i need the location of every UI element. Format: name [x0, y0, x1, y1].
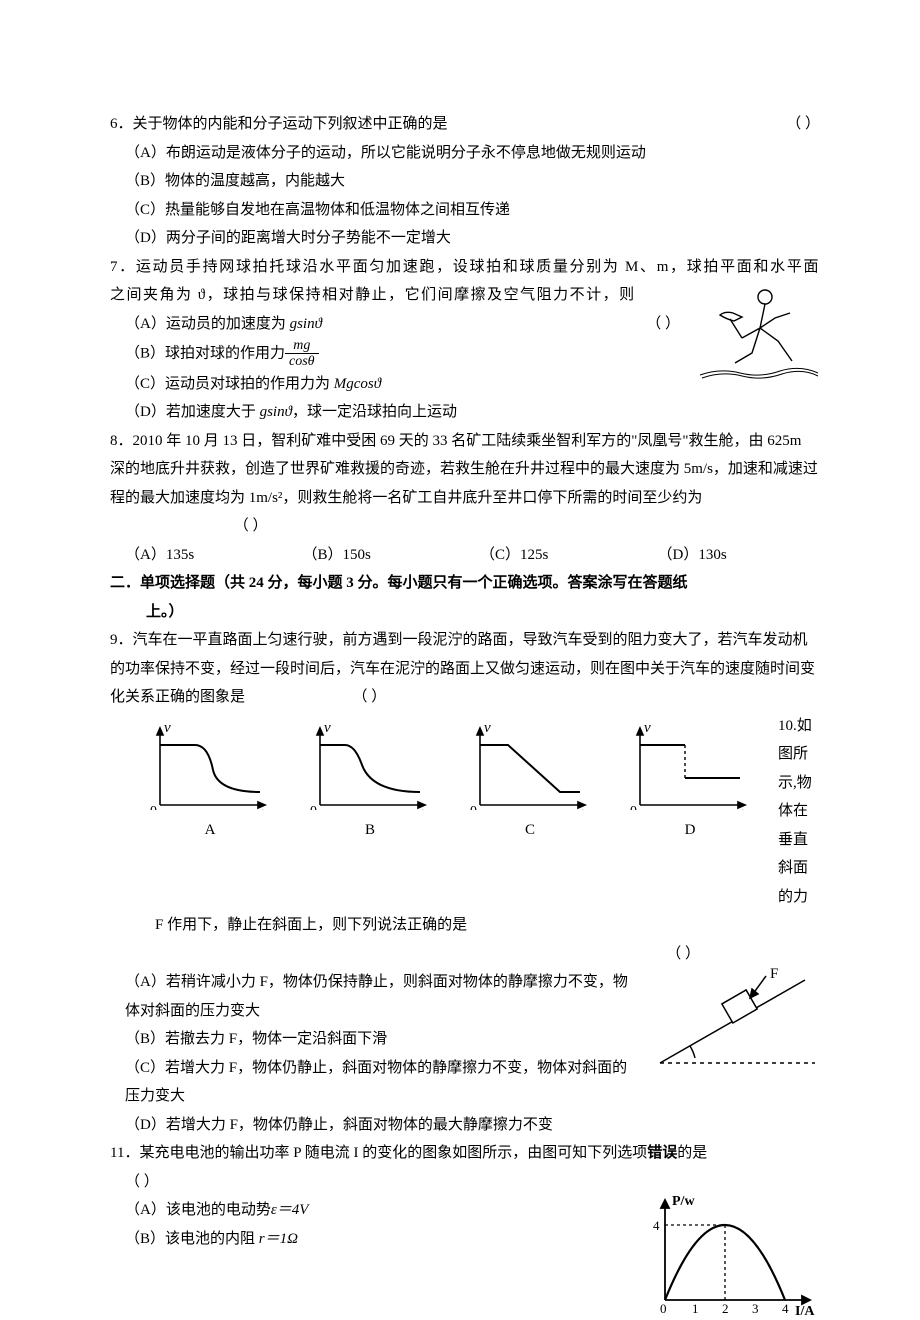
answer-paren[interactable]: （ ） — [786, 110, 820, 139]
answer-paren[interactable]: （ ） — [646, 310, 680, 339]
question-6: 6．关于物体的内能和分子运动下列叙述中正确的是 （ ） （A）布朗运动是液体分子… — [110, 110, 820, 253]
q8-stem: 8．2010 年 10 月 13 日，智利矿难中受困 69 天的 33 名矿工陆… — [110, 433, 818, 506]
svg-text:0: 0 — [470, 804, 477, 810]
svg-text:v: v — [324, 720, 331, 736]
q8-opt-a[interactable]: （A）135s — [110, 541, 288, 570]
svg-text:0: 0 — [630, 804, 637, 810]
svg-text:1: 1 — [692, 1301, 699, 1316]
question-7: 7．运动员手持网球拍托球沿水平面匀加速跑，设球拍和球质量分别为 M、m，球拍平面… — [110, 253, 820, 427]
svg-text:F: F — [770, 968, 778, 982]
section-2-header: 二．单项选择题（共 24 分，每小题 3 分。每小题只有一个正确选项。答案涂写在… — [110, 569, 820, 626]
q6-opt-d[interactable]: （D）两分子间的距离增大时分子势能不一定增大 — [110, 224, 820, 253]
svg-text:3: 3 — [752, 1301, 759, 1316]
answer-paren[interactable]: （ ） — [353, 683, 387, 712]
q10-stem-cont: F 作用下，静止在斜面上，则下列说法正确的是 — [110, 911, 820, 940]
answer-paren[interactable]: （ ） — [234, 512, 268, 541]
q6-opt-a[interactable]: （A）布朗运动是液体分子的运动，所以它能说明分子永不停息地做无规则运动 — [110, 139, 820, 168]
q8-opt-c[interactable]: （C）125s — [465, 541, 643, 570]
question-9: 9．汽车在一平直路面上匀速行驶，前方遇到一段泥泞的路面，导致汽车受到的阻力变大了… — [110, 626, 820, 911]
svg-text:t: t — [420, 806, 425, 810]
q6-opt-b[interactable]: （B）物体的温度越高，内能越大 — [110, 167, 820, 196]
q10-side-text: 10.如 图所 示,物 体在 垂直 斜面 的力 — [778, 712, 814, 912]
q9-chart-d[interactable]: v 0 t D — [620, 720, 760, 845]
svg-text:v: v — [164, 720, 171, 736]
svg-text:P/w: P/w — [672, 1194, 695, 1209]
q9-charts: v 0 t A v 0 t — [140, 720, 760, 845]
svg-text:4: 4 — [782, 1301, 789, 1316]
q11-stem: 11．某充电电池的输出功率 P 随电流 I 的变化的图象如图所示，由图可知下列选… — [110, 1139, 820, 1168]
question-10: F 作用下，静止在斜面上，则下列说法正确的是 （ ） F （A）若稍许减小力 F… — [110, 911, 820, 1139]
q9-stem: 9．汽车在一平直路面上匀速行驶，前方遇到一段泥泞的路面，导致汽车受到的阻力变大了… — [110, 632, 815, 705]
svg-text:0: 0 — [150, 804, 157, 810]
q8-opt-b[interactable]: （B）150s — [288, 541, 466, 570]
q9-chart-c[interactable]: v 0 t C — [460, 720, 600, 845]
q10-opt-d[interactable]: （D）若增大力 F，物体仍静止，斜面对物体的最大静摩擦力不变 — [110, 1111, 820, 1140]
svg-text:v: v — [644, 720, 651, 736]
svg-text:t: t — [580, 806, 585, 810]
svg-text:t: t — [260, 806, 265, 810]
runner-icon — [690, 283, 820, 393]
q7-opt-d[interactable]: （D）若加速度大于 gsinϑ，球一定沿球拍向上运动 — [110, 398, 820, 427]
svg-text:2: 2 — [722, 1301, 729, 1316]
question-8: 8．2010 年 10 月 13 日，智利矿难中受困 69 天的 33 名矿工陆… — [110, 427, 820, 570]
q9-chart-a[interactable]: v 0 t A — [140, 720, 280, 845]
q6-opt-c[interactable]: （C）热量能够自发地在高温物体和低温物体之间相互传递 — [110, 196, 820, 225]
svg-text:4: 4 — [653, 1218, 660, 1233]
svg-text:0: 0 — [310, 804, 317, 810]
svg-text:t: t — [740, 806, 745, 810]
svg-text:0: 0 — [660, 1301, 667, 1316]
incline-figure-icon: F — [650, 968, 820, 1078]
answer-paren[interactable]: （ ） — [125, 1168, 159, 1197]
power-chart: P/w I/A 4 0 1 2 3 4 — [640, 1190, 820, 1320]
q6-stem: 6．关于物体的内能和分子运动下列叙述中正确的是 — [110, 110, 448, 139]
question-11: 11．某充电电池的输出功率 P 随电流 I 的变化的图象如图所示，由图可知下列选… — [110, 1139, 820, 1253]
q8-opt-d[interactable]: （D）130s — [643, 541, 821, 570]
q7-opt-a[interactable]: （A）运动员的加速度为 gsinϑ — [125, 310, 322, 339]
svg-text:v: v — [484, 720, 491, 736]
q9-chart-b[interactable]: v 0 t B — [300, 720, 440, 845]
answer-paren[interactable]: （ ） — [666, 940, 700, 969]
svg-text:I/A: I/A — [795, 1304, 815, 1319]
